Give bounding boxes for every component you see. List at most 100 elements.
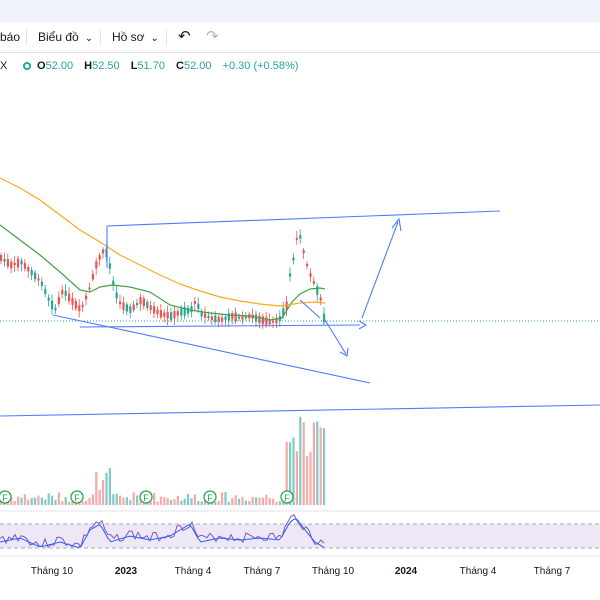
volume-bar	[166, 498, 169, 505]
open-value: O52.00	[37, 60, 74, 72]
candle	[282, 308, 285, 316]
candle	[149, 305, 152, 311]
candle	[197, 303, 200, 309]
time-axis: Tháng 10 2023 Tháng 4 Tháng 7 Tháng 10 2024 Th…	[0, 562, 600, 582]
candle	[173, 311, 176, 319]
volume-bar	[319, 427, 322, 505]
volume-bar	[214, 501, 217, 505]
volume-bar	[54, 499, 57, 505]
volume-bar	[292, 437, 295, 505]
volume-bar	[302, 422, 305, 505]
volume-bar	[129, 500, 132, 505]
candle	[98, 255, 101, 260]
time-axis-label: Tháng 7	[243, 566, 281, 577]
close-value: C52.00	[176, 60, 212, 72]
redo-icon[interactable]: ↷	[206, 28, 219, 45]
chart-toolbar: báo Biểu đồ ⌄ Hồ sơ ⌄ ↶ ↷	[0, 22, 600, 53]
candle	[312, 281, 315, 284]
time-axis-label: Tháng 4	[459, 566, 497, 577]
candle	[153, 306, 156, 314]
volume-bar	[149, 501, 152, 505]
candle	[142, 298, 145, 307]
trendline	[0, 404, 600, 417]
candle	[156, 309, 159, 315]
ma-short-line	[0, 224, 326, 321]
volume-bar	[180, 500, 183, 505]
volume-bar	[122, 497, 125, 505]
volume-bar	[323, 428, 326, 505]
alerts-button[interactable]: báo	[0, 22, 20, 52]
chart-menu-button[interactable]: Biểu đồ ⌄	[38, 22, 93, 52]
candle	[51, 300, 54, 310]
candle	[122, 302, 125, 310]
volume-bar	[278, 501, 281, 505]
candle	[234, 312, 237, 322]
undo-icon[interactable]: ↶	[178, 28, 191, 45]
volume-bar	[136, 495, 139, 505]
candle	[319, 297, 322, 301]
volume-bar	[68, 501, 71, 505]
ma-long-line	[0, 177, 326, 307]
candle	[108, 263, 111, 269]
volume-bar	[312, 422, 315, 505]
event-marker-label: F	[74, 493, 80, 503]
volume-bar	[176, 495, 179, 505]
candle	[180, 308, 183, 316]
candle	[176, 311, 179, 316]
volume-bar	[105, 472, 108, 505]
volume-bar	[27, 499, 30, 505]
volume-bar	[57, 492, 60, 505]
volume-bar	[316, 421, 319, 505]
candle	[244, 315, 247, 319]
event-marker: F	[139, 490, 153, 504]
volume-bar	[231, 498, 234, 505]
volume-bar	[183, 498, 186, 505]
profile-menu-button[interactable]: Hồ sơ ⌄	[112, 22, 159, 52]
event-marker-icon	[203, 490, 217, 504]
volume-bar	[238, 498, 241, 505]
candle	[71, 297, 74, 305]
volume-bar	[108, 468, 111, 505]
candle	[221, 317, 224, 322]
volume-bar	[20, 497, 23, 505]
volume-bar	[197, 501, 200, 505]
candle	[295, 237, 298, 240]
low-value: L51.70	[130, 60, 165, 72]
candle	[204, 313, 207, 318]
volume-bar	[217, 501, 220, 505]
candle	[292, 257, 295, 261]
volume-bar	[119, 495, 122, 505]
candle	[261, 316, 264, 325]
candle	[68, 293, 71, 302]
high-value: H52.50	[84, 60, 120, 72]
trendline	[299, 299, 321, 319]
candle	[166, 312, 169, 319]
chevron-down-icon: ⌄	[150, 33, 159, 44]
candle	[125, 304, 128, 312]
time-axis-label: Tháng 10	[30, 566, 74, 577]
candle	[37, 278, 40, 281]
volume-bar	[295, 451, 298, 505]
candle	[20, 260, 23, 265]
time-axis-label: Tháng 7	[533, 566, 571, 577]
candle	[146, 301, 149, 308]
candle	[210, 316, 213, 321]
volume-bar	[98, 489, 101, 505]
volume-bar	[241, 496, 244, 505]
candle	[61, 289, 64, 295]
candle	[227, 313, 230, 321]
volume-bar	[125, 497, 128, 505]
candle	[302, 250, 305, 254]
event-marker-label: F	[284, 493, 290, 503]
candle	[10, 261, 13, 269]
projection-up-arrow	[361, 221, 399, 319]
candle	[13, 262, 16, 266]
volume-bar	[200, 501, 203, 505]
candle	[200, 312, 203, 317]
candle	[316, 286, 319, 295]
volume-bar	[261, 497, 264, 505]
volume-bar	[173, 499, 176, 505]
rsi-pane	[0, 510, 600, 557]
